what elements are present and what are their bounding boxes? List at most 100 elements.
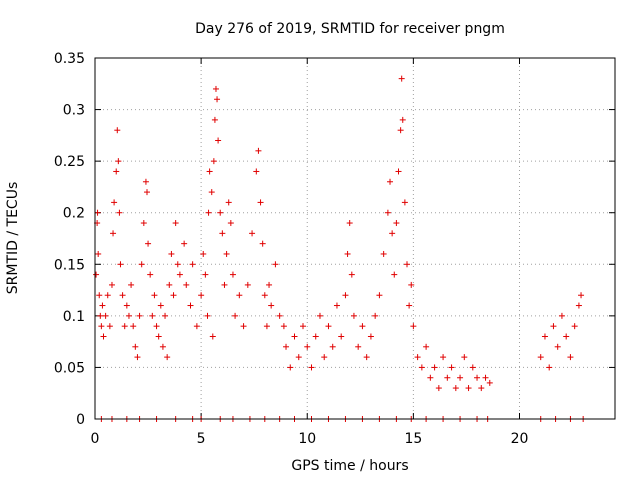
data-point xyxy=(482,374,489,381)
data-point xyxy=(344,250,351,257)
data-point xyxy=(325,323,332,330)
data-point xyxy=(387,178,394,185)
data-point xyxy=(276,312,283,319)
data-point xyxy=(181,240,188,247)
data-point xyxy=(153,323,160,330)
data-point xyxy=(283,343,290,350)
data-point xyxy=(102,312,109,319)
data-point xyxy=(166,281,173,288)
data-point xyxy=(393,220,400,227)
data-point xyxy=(225,199,232,206)
data-point xyxy=(125,312,132,319)
data-point xyxy=(427,374,434,381)
data-point xyxy=(204,312,211,319)
data-point xyxy=(329,343,336,350)
data-point xyxy=(398,75,405,82)
data-point xyxy=(554,343,561,350)
data-point xyxy=(95,250,102,257)
data-point xyxy=(172,220,179,227)
data-point xyxy=(244,281,251,288)
data-point xyxy=(478,385,485,392)
data-point xyxy=(457,374,464,381)
data-point xyxy=(266,281,273,288)
data-point xyxy=(272,261,279,268)
data-point xyxy=(198,292,205,299)
data-point xyxy=(257,199,264,206)
data-point xyxy=(376,292,383,299)
data-point xyxy=(117,261,124,268)
data-point xyxy=(397,127,404,134)
data-point xyxy=(350,312,357,319)
data-point xyxy=(128,281,135,288)
data-point xyxy=(372,312,379,319)
data-point xyxy=(259,240,266,247)
data-point xyxy=(287,364,294,371)
data-point xyxy=(541,333,548,340)
data-point xyxy=(465,385,472,392)
data-point xyxy=(418,364,425,371)
data-point xyxy=(140,220,147,227)
data-point xyxy=(151,292,158,299)
data-point xyxy=(157,302,164,309)
data-point xyxy=(474,374,481,381)
data-point xyxy=(333,302,340,309)
x-axis-ticks: 0 5 10 15 20 xyxy=(91,58,528,447)
data-point xyxy=(263,323,270,330)
data-point xyxy=(100,333,107,340)
data-point xyxy=(423,343,430,350)
data-point xyxy=(176,271,183,278)
data-point xyxy=(134,354,141,361)
data-point xyxy=(268,302,275,309)
data-point xyxy=(219,230,226,237)
data-point xyxy=(249,230,256,237)
data-point xyxy=(209,333,216,340)
y-tick-label: 0.35 xyxy=(54,51,85,67)
data-point xyxy=(578,292,585,299)
data-point xyxy=(558,312,565,319)
y-tick-label: 0 xyxy=(76,412,85,428)
data-point xyxy=(486,379,493,386)
data-point xyxy=(406,302,413,309)
data-point xyxy=(348,271,355,278)
data-point xyxy=(132,343,139,350)
data-point xyxy=(97,312,104,319)
data-point xyxy=(316,312,323,319)
data-point xyxy=(444,374,451,381)
x-tick-label: 15 xyxy=(404,431,422,447)
x-tick-label: 10 xyxy=(298,431,316,447)
data-point xyxy=(435,385,442,392)
data-point xyxy=(295,354,302,361)
data-point xyxy=(164,354,171,361)
data-point xyxy=(546,364,553,371)
data-point xyxy=(408,281,415,288)
data-point xyxy=(145,240,152,247)
data-point xyxy=(111,199,118,206)
data-point xyxy=(312,333,319,340)
data-point xyxy=(193,323,200,330)
data-point xyxy=(321,354,328,361)
data-point xyxy=(395,168,402,175)
data-point xyxy=(217,209,224,216)
data-point xyxy=(208,189,215,196)
chart-title: Day 276 of 2019, SRMTID for receiver png… xyxy=(195,21,505,37)
data-point xyxy=(108,281,115,288)
x-axis-label: GPS time / hours xyxy=(291,458,408,474)
data-point xyxy=(563,333,570,340)
data-point xyxy=(215,137,222,144)
data-point xyxy=(98,323,105,330)
data-point xyxy=(380,250,387,257)
data-point xyxy=(104,292,111,299)
data-point xyxy=(130,323,137,330)
data-point xyxy=(211,116,218,123)
data-point xyxy=(384,209,391,216)
data-point xyxy=(300,323,306,330)
data-point xyxy=(170,292,177,299)
data-point xyxy=(255,147,262,154)
data-point xyxy=(227,220,234,227)
data-point xyxy=(155,333,162,340)
data-point xyxy=(452,385,459,392)
data-point xyxy=(99,302,106,309)
data-point xyxy=(232,312,239,319)
data-point xyxy=(174,261,181,268)
